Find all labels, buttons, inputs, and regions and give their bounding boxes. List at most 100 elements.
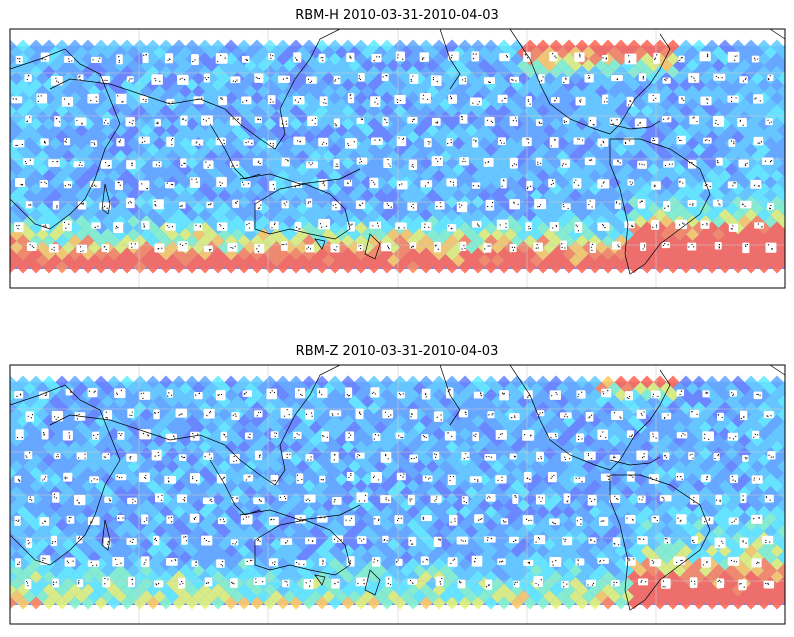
station-dot xyxy=(337,166,338,167)
station-marker xyxy=(319,54,326,63)
field-cell xyxy=(790,228,794,241)
station-dot xyxy=(359,78,360,79)
station-dot xyxy=(412,75,413,76)
station-marker xyxy=(216,177,227,187)
station-marker xyxy=(701,220,710,228)
station-dot xyxy=(453,184,454,185)
station-dot xyxy=(44,181,45,182)
station-dot xyxy=(745,244,746,245)
station-dot xyxy=(17,145,18,146)
station-marker xyxy=(334,118,340,127)
station-dot xyxy=(413,166,414,167)
station-dot xyxy=(131,243,132,244)
station-marker xyxy=(90,181,101,188)
station-dot xyxy=(360,245,361,246)
station-dot xyxy=(427,99,428,100)
station-dot xyxy=(389,248,390,249)
station-dot xyxy=(157,122,158,123)
station-marker xyxy=(470,97,482,105)
station-dot xyxy=(424,223,425,224)
station-marker xyxy=(369,222,381,229)
station-dot xyxy=(453,182,454,183)
station-dot xyxy=(428,141,429,142)
station-marker xyxy=(435,201,445,209)
station-dot xyxy=(399,184,400,185)
station-dot xyxy=(530,228,531,229)
station-marker xyxy=(739,76,747,83)
station-dot xyxy=(210,203,211,204)
station-dot xyxy=(463,245,464,246)
station-dot xyxy=(129,122,130,123)
station-dot xyxy=(348,145,349,146)
station-dot xyxy=(259,207,260,208)
station-dot xyxy=(18,225,19,226)
station-marker xyxy=(486,200,495,211)
station-dot xyxy=(282,244,283,245)
station-dot xyxy=(374,139,375,140)
station-dot xyxy=(56,81,57,82)
station-dot xyxy=(203,119,204,120)
station-dot xyxy=(256,77,257,78)
station-dot xyxy=(759,142,760,143)
station-dot xyxy=(217,61,218,62)
station-marker xyxy=(151,74,162,85)
station-dot xyxy=(69,61,70,62)
station-marker xyxy=(204,246,213,252)
field-cell xyxy=(790,124,794,137)
station-dot xyxy=(94,184,95,185)
station-dot xyxy=(306,248,307,249)
station-dot xyxy=(731,97,732,98)
station-dot xyxy=(104,122,105,123)
station-dot xyxy=(565,79,566,80)
station-dot xyxy=(373,182,374,183)
station-marker xyxy=(716,158,723,166)
station-dot xyxy=(324,99,325,100)
station-dot xyxy=(710,186,711,187)
station-dot xyxy=(97,226,98,227)
station-dot xyxy=(511,79,512,80)
station-dot xyxy=(90,100,91,101)
station-dot xyxy=(731,228,732,229)
station-dot xyxy=(286,121,287,122)
station-dot xyxy=(463,158,464,159)
station-dot xyxy=(506,55,507,56)
station-dot xyxy=(391,207,392,208)
station-dot xyxy=(556,226,557,227)
station-dot xyxy=(297,140,298,141)
station-dot xyxy=(628,104,629,105)
station-dot xyxy=(80,162,81,163)
station-dot xyxy=(378,225,379,226)
station-marker xyxy=(334,76,341,84)
station-marker xyxy=(754,222,764,228)
station-dot xyxy=(770,75,771,76)
station-marker xyxy=(448,95,457,104)
station-dot xyxy=(64,222,65,223)
station-dot xyxy=(604,101,605,102)
station-dot xyxy=(208,204,209,205)
station-marker xyxy=(165,182,175,188)
station-marker xyxy=(63,220,72,231)
station-marker xyxy=(281,200,288,208)
station-dot xyxy=(251,143,252,144)
station-dot xyxy=(171,144,172,145)
station-dot xyxy=(425,185,426,186)
station-dot xyxy=(208,77,209,78)
station-dot xyxy=(81,165,82,166)
station-dot xyxy=(491,121,492,122)
station-dot xyxy=(196,182,197,183)
station-dot xyxy=(717,200,718,201)
station-dot xyxy=(536,248,537,249)
station-dot xyxy=(516,120,517,121)
station-dot xyxy=(98,60,99,61)
station-dot xyxy=(13,98,14,99)
station-dot xyxy=(154,201,155,202)
station-dot xyxy=(310,201,311,202)
station-dot xyxy=(249,227,250,228)
station-dot xyxy=(156,164,157,165)
station-dot xyxy=(310,164,311,165)
station-dot xyxy=(68,184,69,185)
station-dot xyxy=(245,142,246,143)
station-dot xyxy=(555,57,556,58)
station-dot xyxy=(413,207,414,208)
station-dot xyxy=(180,244,181,245)
